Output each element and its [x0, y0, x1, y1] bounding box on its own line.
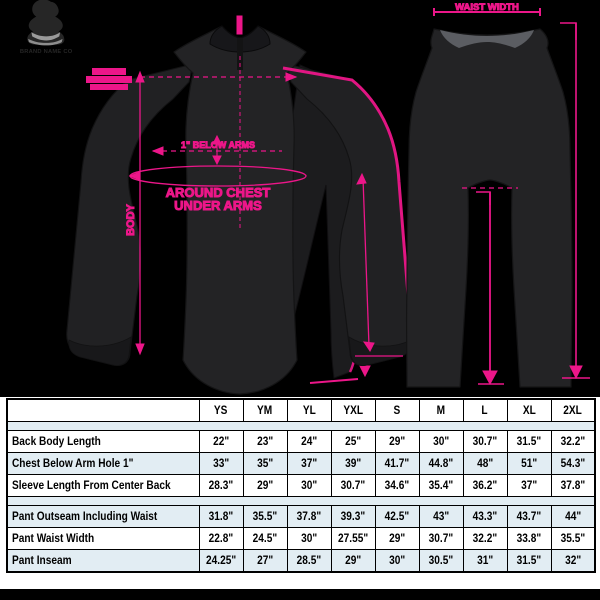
- svg-text:WAIST WIDTH: WAIST WIDTH: [455, 2, 519, 13]
- svg-text:BRAND NAME CO: BRAND NAME CO: [20, 49, 73, 55]
- svg-text:BODY: BODY: [125, 203, 137, 235]
- svg-text:UNDER ARMS: UNDER ARMS: [174, 198, 262, 213]
